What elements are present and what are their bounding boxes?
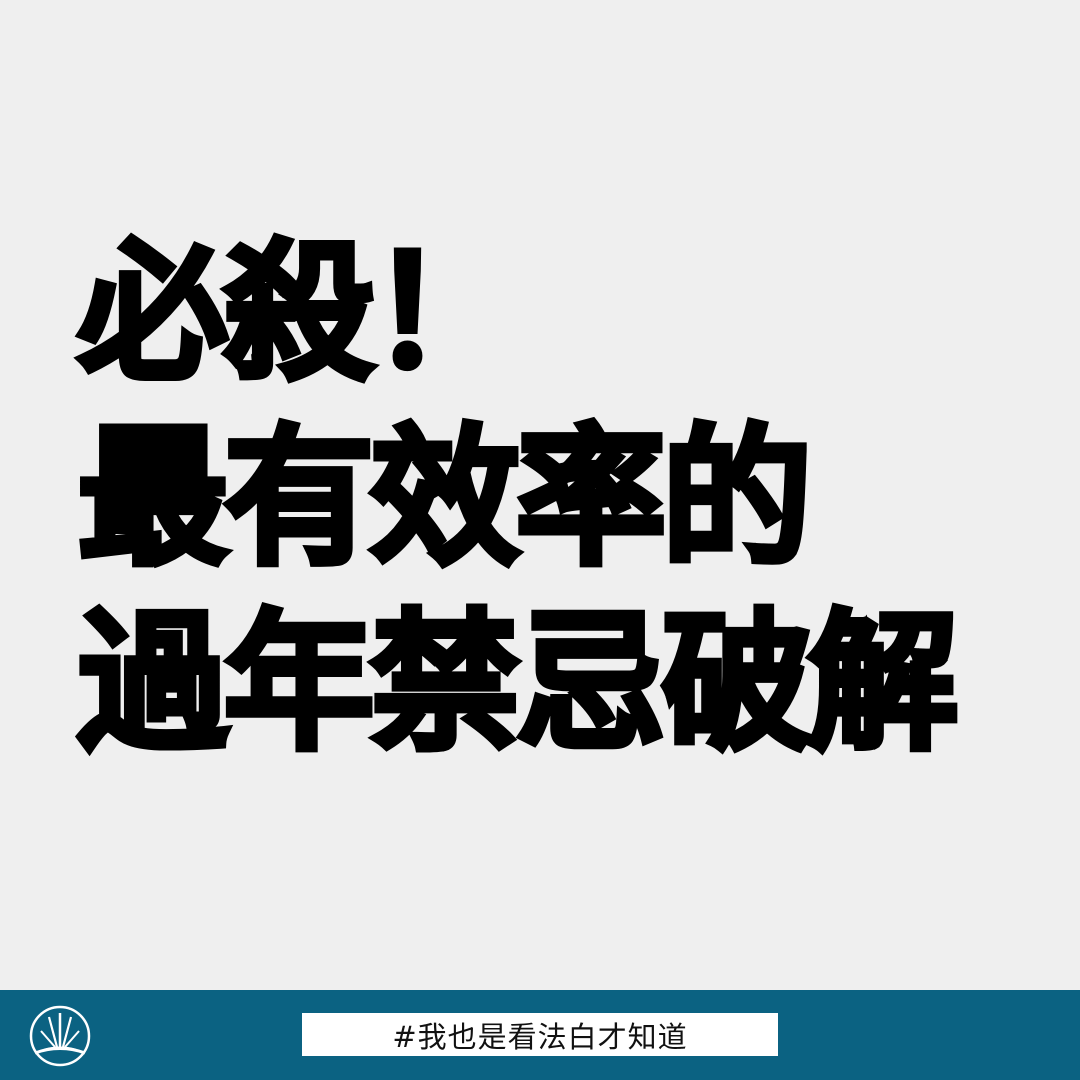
circle-brush-logo-icon [29, 1005, 91, 1067]
hashtag-banner: #我也是看法白才知道 [302, 1013, 778, 1056]
headline-line-1: 必殺！ [75, 224, 523, 404]
hashtag-text: #我也是看法白才知道 [392, 1019, 688, 1054]
headline: 必殺！ 最有效率的 過年禁忌破解 [75, 222, 1038, 777]
poster-canvas: 必殺！ 最有效率的 過年禁忌破解 [75, 222, 1038, 777]
headline-line-3: 過年禁忌破解 [75, 594, 961, 774]
headline-line-2: 最有效率的 [75, 409, 815, 589]
